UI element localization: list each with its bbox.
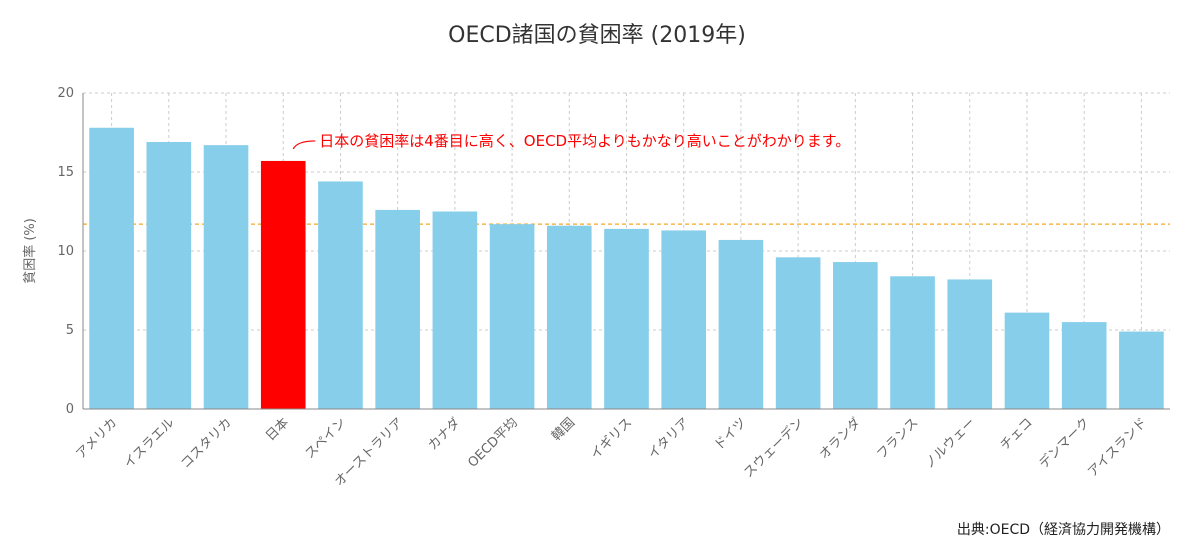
x-tick-label: イタリア [646, 415, 693, 462]
bar [432, 211, 478, 409]
x-tick-label: スペイン [303, 415, 350, 462]
bar [203, 145, 249, 409]
y-tick-labels: 0 5 10 15 20 [57, 86, 74, 417]
x-tick-label: フランス [874, 415, 921, 462]
x-tick-label: アイスランド [1085, 415, 1150, 480]
x-tick-label: OECD平均 [465, 415, 521, 471]
bar [375, 209, 420, 409]
bar [318, 181, 363, 409]
x-tick-label: チェコ [998, 415, 1036, 453]
annotation-group: 日本の貧困率は4番目に高く、OECD平均よりもかなり高いことがわかります。 [292, 132, 850, 150]
bar [1119, 331, 1164, 409]
bar [947, 279, 993, 409]
x-tick-label: アメリカ [74, 415, 121, 462]
bar [890, 276, 935, 409]
x-tick-label: オランダ [817, 415, 864, 462]
bar [146, 141, 192, 410]
bar [775, 257, 821, 409]
chart-title: OECD諸国の貧困率 (2019年) [448, 23, 746, 48]
bar [1061, 322, 1107, 409]
x-tick-label: コスタリカ [178, 415, 235, 472]
bar [604, 228, 649, 409]
bar [661, 230, 707, 409]
y-axis-label: 貧困率 (%) [22, 218, 38, 284]
source-note: 出典:OECD（経済協力開発機構） [957, 522, 1170, 538]
axes [82, 93, 1170, 410]
bar [718, 239, 764, 409]
bar [546, 225, 592, 409]
x-tick-label: 韓国 [549, 415, 578, 444]
x-tick-label: 日本 [263, 415, 292, 444]
y-tick-label: 0 [66, 402, 74, 417]
y-tick-label: 10 [57, 244, 74, 259]
x-tick-label: カナダ [426, 415, 464, 453]
x-tick-label: イスラエル [121, 415, 177, 471]
bar [260, 160, 306, 409]
y-tick-label: 20 [57, 86, 74, 101]
x-tick-label: ドイツ [712, 415, 750, 453]
bar [1004, 312, 1050, 409]
x-tick-label: イギリス [588, 415, 635, 462]
annotation-text: 日本の貧困率は4番目に高く、OECD平均よりもかなり高いことがわかります。 [319, 132, 850, 150]
bar [833, 262, 878, 409]
bar [489, 224, 535, 409]
x-tick-label: デンマーク [1036, 415, 1093, 472]
x-tick-label: ノルウェー [922, 415, 979, 472]
y-tick-label: 5 [66, 323, 74, 338]
x-tick-label: スウェーデン [740, 415, 806, 481]
bar [89, 127, 134, 409]
y-tick-label: 15 [57, 165, 74, 180]
annotation-connector [292, 140, 316, 150]
bars [89, 127, 1164, 410]
